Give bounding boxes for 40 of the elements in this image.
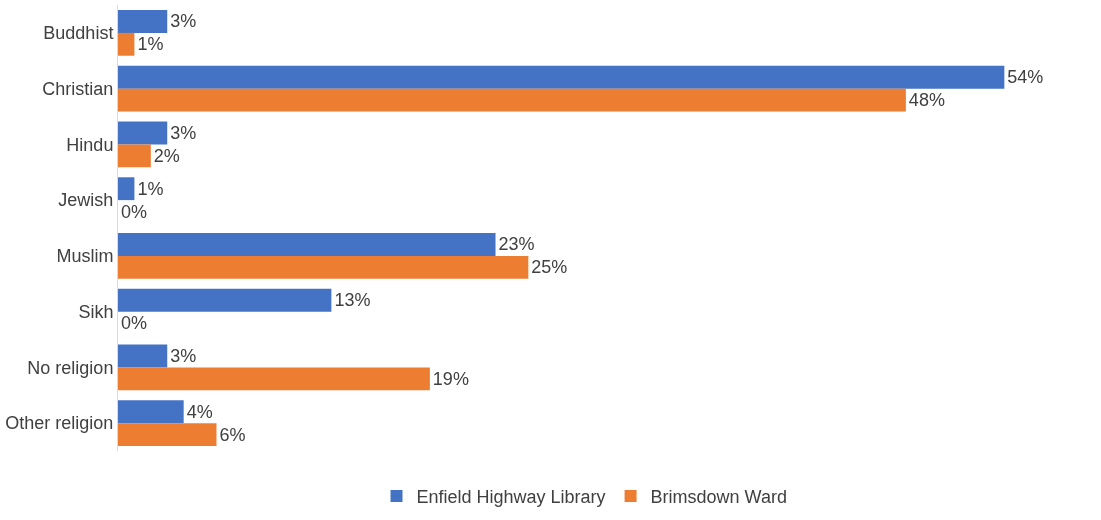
data-label: 6% bbox=[219, 424, 246, 445]
y-tick-label: Buddhist bbox=[43, 23, 114, 44]
bar bbox=[118, 423, 217, 446]
bar bbox=[118, 400, 184, 424]
data-label: 54% bbox=[1007, 67, 1044, 88]
bar bbox=[118, 32, 135, 56]
data-label: 48% bbox=[908, 90, 945, 111]
y-tick-label: Other religion bbox=[5, 413, 114, 434]
legend-label: Brimsdown Ward bbox=[650, 486, 787, 507]
bar bbox=[118, 255, 529, 279]
bar bbox=[118, 10, 168, 33]
y-tick-label: Christian bbox=[42, 78, 114, 99]
y-tick-label: Hindu bbox=[66, 134, 114, 155]
y-tick-label: Sikh bbox=[78, 301, 114, 322]
data-label: 13% bbox=[334, 290, 371, 311]
bar bbox=[118, 367, 430, 391]
y-tick-label: Jewish bbox=[58, 190, 114, 211]
bar bbox=[118, 121, 168, 145]
data-label: 1% bbox=[137, 178, 164, 199]
data-label: 1% bbox=[137, 34, 164, 55]
bar bbox=[118, 88, 906, 112]
data-label: 3% bbox=[170, 11, 197, 32]
data-label: 2% bbox=[153, 145, 180, 166]
data-label: 19% bbox=[432, 368, 469, 389]
data-label: 0% bbox=[121, 201, 148, 222]
data-label: 3% bbox=[170, 345, 197, 366]
data-label: 3% bbox=[170, 122, 197, 143]
data-label: 25% bbox=[531, 257, 568, 278]
y-tick-label: No religion bbox=[27, 357, 114, 378]
bar bbox=[118, 233, 496, 256]
bar bbox=[118, 177, 135, 201]
y-tick-label: Muslim bbox=[56, 246, 114, 267]
bar bbox=[118, 144, 151, 168]
data-label: 23% bbox=[498, 234, 535, 255]
legend-label: Enfield Highway Library bbox=[416, 486, 606, 507]
data-label: 0% bbox=[121, 313, 148, 334]
bar bbox=[118, 344, 168, 368]
bar bbox=[118, 65, 1005, 89]
bar bbox=[118, 288, 332, 312]
data-label: 4% bbox=[186, 401, 213, 422]
